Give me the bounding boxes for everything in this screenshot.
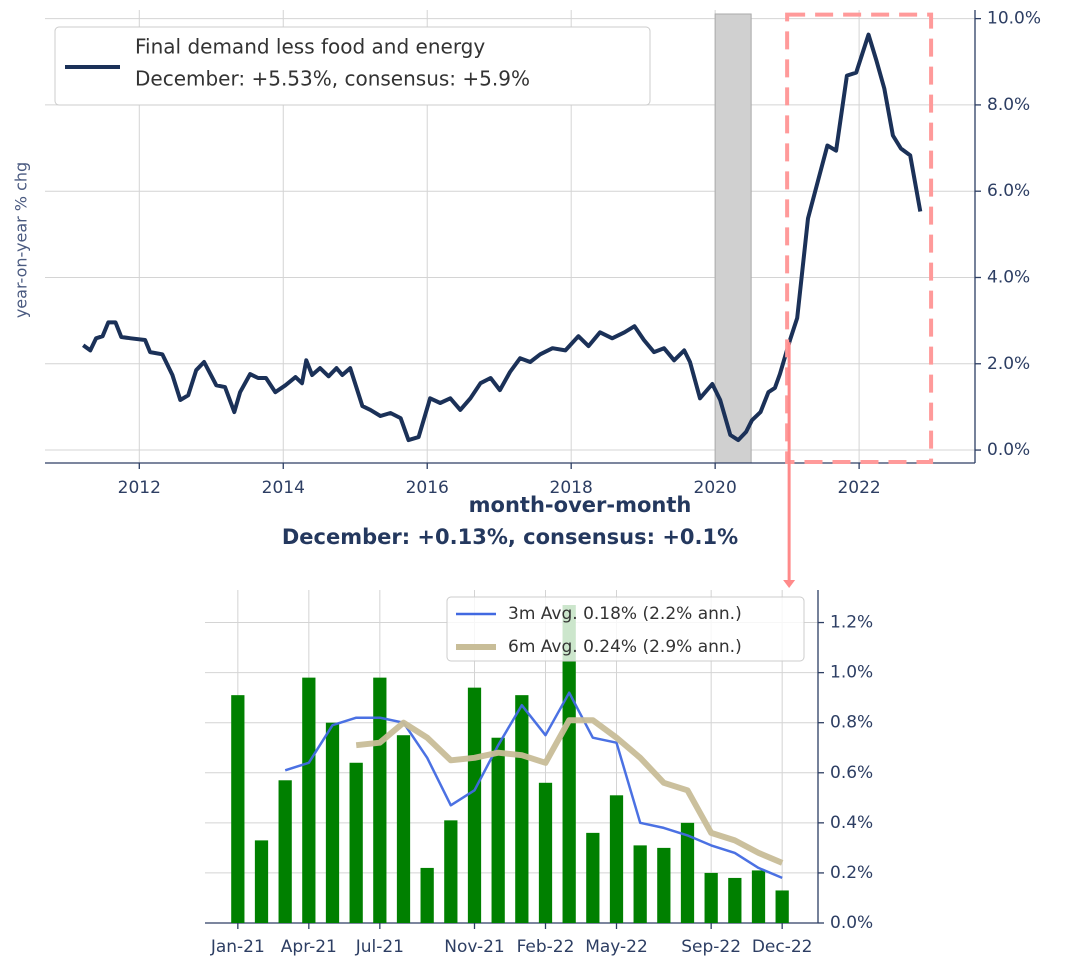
- y-tick-label: 2.0%: [987, 354, 1030, 374]
- series-line: [284, 691, 783, 880]
- y-tick-label: 0.2%: [830, 863, 873, 883]
- x-tick-label: 2022: [837, 478, 880, 498]
- bar: [325, 722, 340, 923]
- y-tick-label: 4.0%: [987, 267, 1030, 287]
- x-tick-label: 2014: [262, 478, 305, 498]
- legend-label: Final demand less food and energy: [135, 35, 485, 59]
- bar: [586, 832, 600, 923]
- y-tick-label: 1.0%: [830, 663, 873, 683]
- x-tick-label: Dec-22: [752, 937, 813, 957]
- chart-title: month-over-month: [469, 493, 692, 517]
- legend-label: 3m Avg. 0.18% (2.2% ann.): [508, 604, 742, 624]
- bar: [680, 822, 695, 923]
- bar: [775, 890, 789, 923]
- bar: [633, 845, 647, 923]
- y-tick-label: 6.0%: [987, 181, 1030, 201]
- x-tick-label: Jul-21: [355, 937, 404, 957]
- y-tick-label: 0.4%: [830, 813, 873, 833]
- bar: [396, 735, 411, 923]
- bar: [657, 847, 671, 923]
- bar: [467, 687, 482, 923]
- bar: [420, 867, 434, 923]
- x-tick-label: Sep-22: [681, 937, 741, 957]
- legend-note: December: +5.53%, consensus: +5.9%: [135, 67, 530, 91]
- x-tick-label: 2020: [694, 478, 737, 498]
- bar: [278, 780, 292, 923]
- legend-box: [54, 26, 651, 106]
- chart-subtitle: December: +0.13%, consensus: +0.1%: [282, 525, 738, 549]
- x-tick-label: Jan-21: [210, 937, 265, 957]
- series-line: [355, 717, 784, 866]
- bar: [491, 737, 505, 923]
- legend-box: [446, 596, 805, 662]
- y-tick-label: 8.0%: [987, 95, 1030, 115]
- x-tick-label: Nov-21: [444, 937, 505, 957]
- recession-shade: [714, 13, 752, 464]
- bar: [704, 872, 718, 923]
- x-tick-label: 2016: [406, 478, 449, 498]
- bar: [538, 782, 553, 923]
- bar: [515, 695, 529, 923]
- bar: [562, 605, 576, 923]
- series-line: [82, 32, 923, 443]
- y-tick-label: 0.6%: [830, 763, 873, 783]
- connector-head: [783, 580, 796, 588]
- legend-label: 6m Avg. 0.24% (2.9% ann.): [508, 637, 742, 657]
- x-tick-label: 2018: [550, 478, 593, 498]
- bar: [373, 677, 387, 923]
- y-tick-label: 10.0%: [987, 9, 1041, 29]
- highlight-box: [785, 12, 934, 465]
- y-tick-label: 0.8%: [830, 713, 873, 733]
- x-tick-label: Apr-21: [281, 937, 337, 957]
- x-tick-label: Feb-22: [517, 937, 575, 957]
- x-tick-label: May-22: [585, 937, 648, 957]
- y-axis-label: year-on-year % chg: [12, 162, 31, 318]
- y-tick-label: 0.0%: [830, 913, 873, 933]
- x-tick-label: 2012: [118, 478, 161, 498]
- y-tick-label: 1.2%: [830, 613, 873, 633]
- bar: [444, 820, 458, 923]
- bar: [302, 677, 316, 923]
- bar: [728, 877, 742, 923]
- bar: [609, 795, 624, 923]
- bar: [231, 695, 245, 923]
- y-tick-label: 0.0%: [987, 440, 1030, 460]
- bar: [349, 762, 363, 923]
- bar: [751, 870, 766, 923]
- bar: [254, 840, 269, 923]
